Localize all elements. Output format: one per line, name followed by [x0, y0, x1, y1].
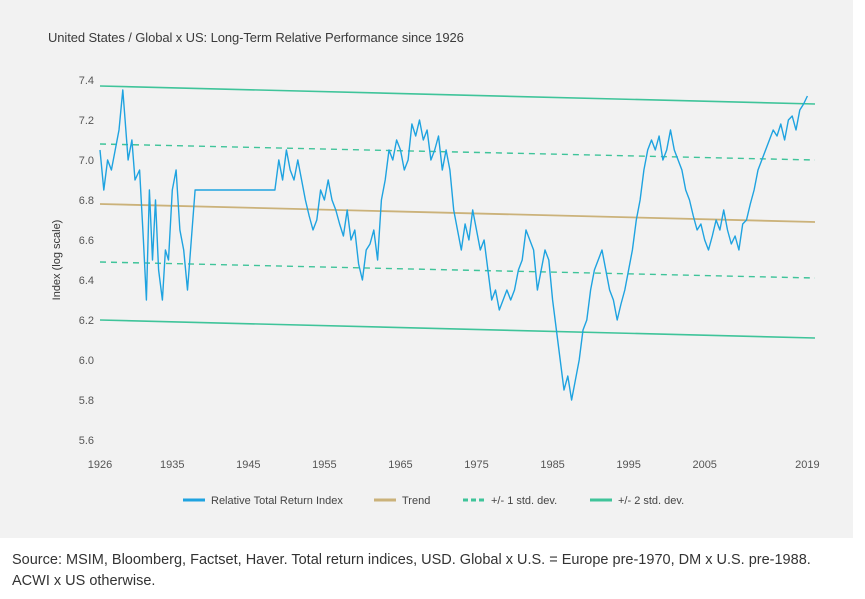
series-line-2-std-dev: [99, 319, 816, 339]
y-tick-label: 6.8: [79, 195, 94, 207]
series-line-trend: [99, 203, 816, 223]
y-tick-label: 7.0: [79, 155, 94, 167]
chart-title: United States / Global x US: Long-Term R…: [48, 30, 464, 45]
y-tick-label: 6.6: [79, 235, 94, 247]
x-tick-label: 1945: [236, 459, 260, 471]
series-line-2-std-dev: [99, 85, 816, 105]
y-tick-label: 7.2: [79, 115, 94, 127]
y-tick-label: 6.0: [79, 355, 94, 367]
x-tick-label: 1995: [616, 459, 640, 471]
legend-label-std2: +/- 2 std. dev.: [618, 495, 684, 507]
x-tick-label: 1955: [312, 459, 336, 471]
x-tick-label: 1935: [160, 459, 184, 471]
legend-label-trend: Trend: [402, 495, 430, 507]
y-tick-label: 5.8: [79, 395, 94, 407]
series-line-relative-total-return-index: [99, 89, 809, 401]
x-tick-label: 1965: [388, 459, 412, 471]
x-tick-label: 1985: [540, 459, 564, 471]
x-tick-label: 1926: [88, 459, 112, 471]
source-note: Source: MSIM, Bloomberg, Factset, Haver.…: [12, 552, 811, 589]
x-tick-label: 2005: [692, 459, 716, 471]
y-tick-label: 6.4: [79, 275, 94, 287]
y-tick-label: 6.2: [79, 315, 94, 327]
legend-label-relative: Relative Total Return Index: [211, 495, 343, 507]
series-line-1-std-dev: [99, 143, 816, 161]
y-tick-label: 5.6: [79, 435, 94, 447]
x-tick-label: 1975: [464, 459, 488, 471]
series-line-1-std-dev: [99, 261, 816, 279]
line-chart: 7.4 7.2 7.0 6.8 6.6 6.4 6.2 6.0 5.8 5.6 1926 1935 19…: [51, 75, 820, 507]
y-axis-title: Index (log scale): [51, 220, 63, 301]
x-tick-label: 2019: [795, 459, 819, 471]
y-tick-label: 7.4: [79, 75, 94, 87]
chart-panel: United States / Global x US: Long-Term R…: [0, 0, 853, 538]
legend-label-std1: +/- 1 std. dev.: [491, 495, 557, 507]
